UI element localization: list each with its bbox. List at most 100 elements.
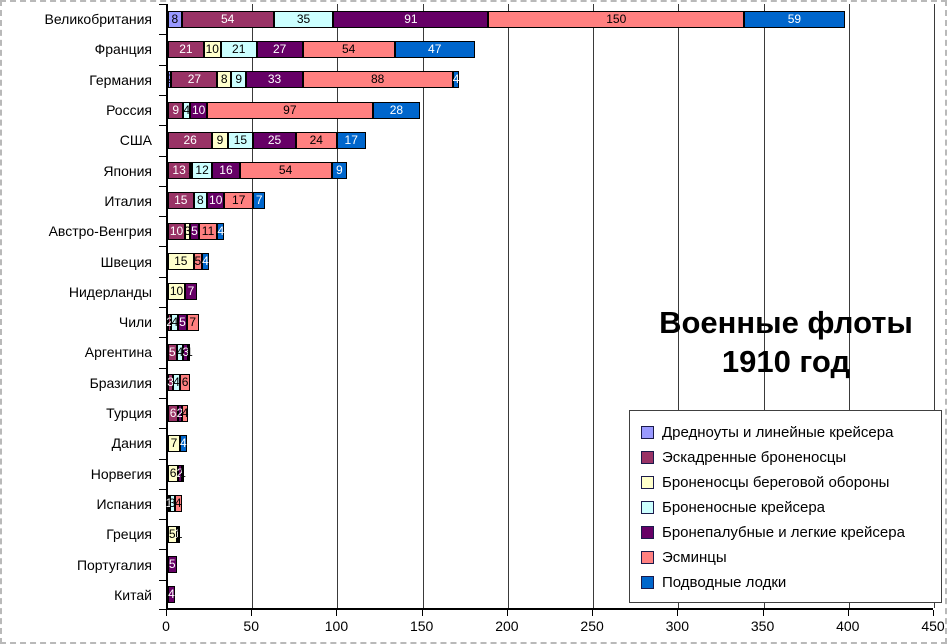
bar-segment-protected_cruisers: 33 (246, 71, 303, 89)
y-axis-tick (159, 216, 166, 218)
gridline-x-350 (763, 4, 765, 608)
bar-row: 15 5 4 (168, 253, 933, 271)
category-label: Китай (114, 586, 152, 603)
category-label: Греция (106, 526, 152, 543)
bar-value-label: 7 (187, 284, 195, 299)
bar-value-label: 91 (404, 11, 418, 26)
bar-value-label: 15 (174, 193, 188, 208)
bar-row: 26 9 15 25 24 17 (168, 131, 933, 149)
bar-row: 13112 16 54 9 (168, 162, 933, 180)
y-axis-tick (159, 397, 166, 399)
bar-value-label: 4 (174, 496, 182, 511)
bar-segment-destroyers: 4 (174, 495, 182, 513)
y-axis-tick (159, 428, 166, 430)
bar-value-label: 10 (191, 102, 206, 117)
y-axis-tick (159, 276, 166, 278)
bar-segment-armored_cruisers: 21 (220, 40, 257, 58)
bar-segment-destroyers: 54 (239, 162, 332, 180)
x-axis-tick-label: 150 (409, 618, 434, 634)
bar-segment-submarines: 28 (372, 101, 421, 119)
bar-segment-battleships: 26 (168, 131, 213, 149)
category-axis-labels: Великобритания Франция Германия Россия США Яп… (2, 4, 159, 610)
bar-value-label: 2 (176, 405, 184, 420)
bar-segment-protected_cruisers: 1 (174, 525, 181, 543)
legend-label: Броненосцы береговой обороны (662, 474, 890, 491)
category-label: Аргентина (84, 344, 152, 361)
y-axis-tick (159, 155, 166, 157)
bar-segment-destroyers: 4 (181, 404, 189, 422)
bar-row: 10 7 (168, 283, 933, 301)
bar-segment-coastal_defense: 3 (184, 222, 191, 240)
bar-value-label: 6 (169, 466, 177, 481)
bar-segment-destroyers: 7 (186, 313, 199, 331)
chart-title-line1: Военные флоты (659, 305, 913, 340)
gridline-x-100 (337, 4, 339, 608)
category-label: Бразилия (89, 374, 152, 391)
bar-segment-battleships: 15 (168, 192, 194, 210)
bar-value-label: 2 (166, 72, 174, 87)
bar-segment-coastal_defense: 8 (217, 71, 232, 89)
bar-segment-protected_cruisers: 91 (333, 10, 489, 28)
x-axis-tick (251, 610, 253, 616)
bar-value-label: 88 (370, 72, 385, 87)
bar-segment-battleships: 27 (171, 71, 218, 89)
bar-value-label: 4 (183, 102, 191, 117)
legend-label: Броненосные крейсера (662, 499, 826, 516)
bar-segment-submarines: 59 (744, 10, 845, 28)
bar-value-label: 1 (186, 344, 193, 359)
y-axis-tick (159, 94, 166, 96)
bar-row: 4 (168, 586, 933, 604)
bar-value-label: 3 (167, 375, 174, 390)
bar-value-label: 11 (201, 223, 215, 238)
bar-segment-destroyers: 11 (198, 222, 218, 240)
bar-segment-armored_cruisers: 35 (273, 10, 334, 28)
bar-value-label: 54 (278, 163, 293, 178)
bar-value-label: 5 (179, 314, 186, 329)
bar-segment-battleships: 54 (181, 10, 274, 28)
category-label: Россия (106, 102, 152, 119)
x-axis-tick (762, 610, 764, 616)
bar-segment-armored_cruisers: 4 (173, 374, 180, 392)
x-axis-tick (166, 610, 167, 616)
bar-value-label: 4 (181, 405, 189, 420)
bar-segment-protected_cruisers: 5 (190, 222, 199, 240)
bar-row: 10 3 5 11 4 (168, 222, 933, 240)
bar-segment-protected_cruisers: 10 (190, 101, 208, 119)
category-label: США (119, 132, 152, 149)
bar-segment-coastal_defense: 9 (212, 131, 228, 149)
bar-segment-destroyers: 24 (295, 131, 337, 149)
bar-segment-coastal_defense: 10 (203, 40, 221, 58)
bar-segment-destroyers: 17 (224, 192, 254, 210)
bar-segment-submarines: 4 (179, 434, 187, 452)
legend-label: Подводные лодки (662, 574, 787, 591)
category-label: Норвегия (90, 465, 152, 482)
bar-value-label: 4 (452, 72, 460, 87)
y-axis-tick (159, 337, 166, 339)
bar-value-label: 27 (272, 41, 287, 56)
x-axis-tick (592, 610, 594, 616)
bar-value-label: 17 (232, 193, 246, 208)
x-axis-tick-label: 350 (750, 618, 775, 634)
bar-segment-armored_cruisers: 8 (193, 192, 208, 210)
bar-segment-protected_cruisers: 2 (176, 404, 184, 422)
bar-segment-submarines: 4 (452, 71, 460, 89)
x-axis-tick-label: 200 (495, 618, 519, 634)
bar-segment-coastal_defense: 10 (168, 283, 186, 301)
bar-segment-protected_cruisers: 7 (185, 283, 197, 301)
bar-value-label: 47 (428, 41, 442, 56)
bar-value-label: 5 (168, 526, 176, 541)
bar-value-label: 4 (217, 223, 225, 238)
bar-row: 8 54 35 91 150 59 (168, 10, 933, 28)
category-label: Япония (103, 162, 152, 179)
bar-value-label: 33 (267, 72, 282, 87)
bar-value-label: 4 (171, 314, 179, 329)
bar-value-label: 9 (235, 72, 243, 87)
bar-segment-armored_cruisers: 9 (231, 71, 247, 89)
bar-segment-coastal_defense: 5 (168, 525, 177, 543)
legend-item-dreadnoughts: Дредноуты и линейные крейсера (641, 420, 935, 445)
category-label: Испания (96, 495, 152, 512)
bar-segment-protected_cruisers: 27 (256, 40, 303, 58)
